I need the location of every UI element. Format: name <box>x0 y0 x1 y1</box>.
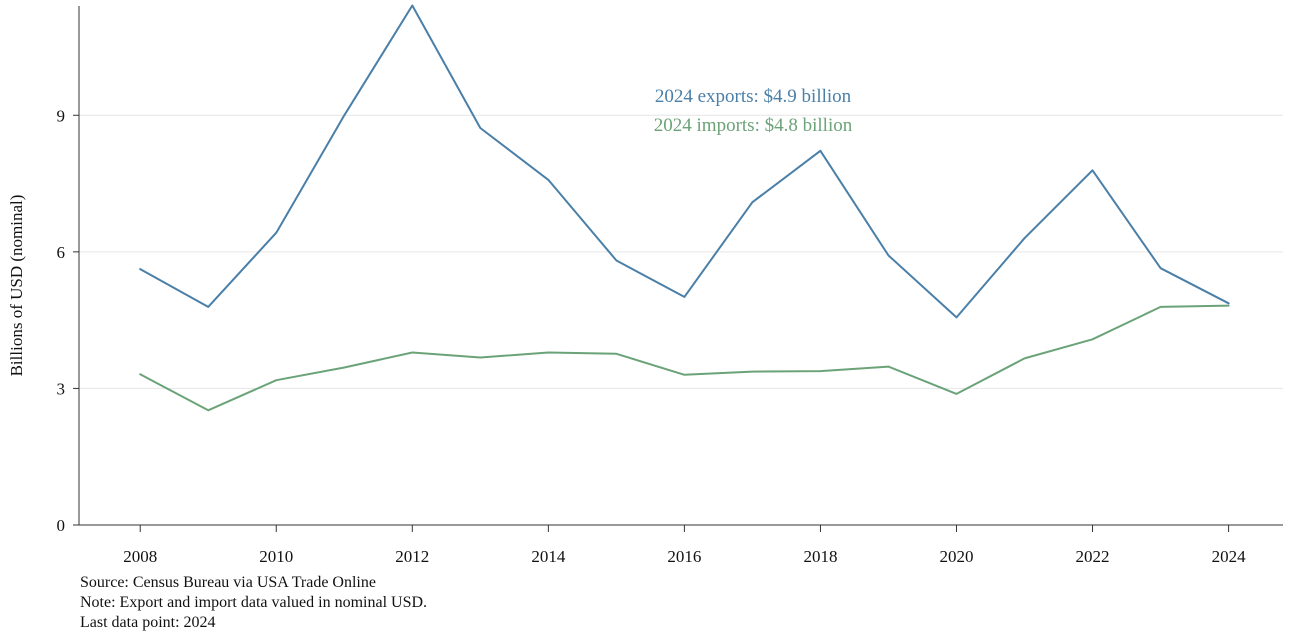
exports-line <box>140 6 1228 318</box>
x-tick-label-2010: 2010 <box>259 547 293 566</box>
y-axis-label: Billions of USD (nominal) <box>7 195 26 377</box>
x-tick-label-2022: 2022 <box>1076 547 1110 566</box>
series-lines <box>140 6 1228 411</box>
last-data-point-note: Last data point: 2024 <box>80 613 427 633</box>
tick-labels: 0 3 6 9 2008 2010 2012 2014 2016 2018 2020 2022 2024 <box>57 106 1247 566</box>
x-tick-label-2016: 2016 <box>667 547 701 566</box>
x-tick-label-2024: 2024 <box>1212 547 1247 566</box>
valuation-note: Note: Export and import data valued in n… <box>80 593 427 613</box>
x-tick-label-2014: 2014 <box>531 547 566 566</box>
x-tick-label-2012: 2012 <box>395 547 429 566</box>
x-tick-label-2008: 2008 <box>123 547 157 566</box>
exports-annotation: 2024 exports: $4.9 billion <box>655 86 852 107</box>
source-note: Source: Census Bureau via USA Trade Onli… <box>80 573 427 593</box>
x-tick-label-2020: 2020 <box>939 547 973 566</box>
y-tick-label-0: 0 <box>57 516 66 535</box>
imports-annotation: 2024 imports: $4.8 billion <box>654 115 853 136</box>
y-tick-label-3: 3 <box>57 379 66 398</box>
imports-line <box>140 306 1228 411</box>
y-tick-label-9: 9 <box>57 106 66 125</box>
y-tick-label-6: 6 <box>57 243 66 262</box>
x-tick-label-2018: 2018 <box>803 547 837 566</box>
footer-notes: Source: Census Bureau via USA Trade Onli… <box>80 573 427 633</box>
axes <box>73 6 1283 532</box>
